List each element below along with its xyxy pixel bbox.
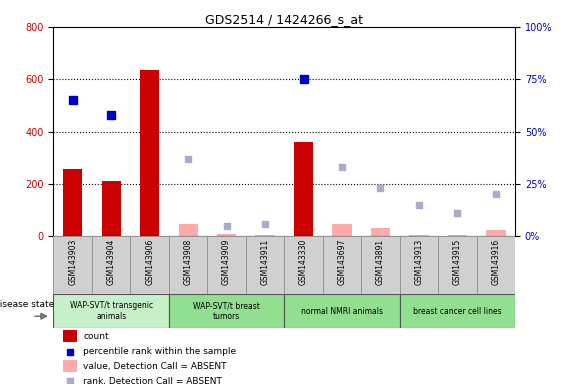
Bar bbox=[169, 294, 284, 328]
Point bbox=[453, 210, 462, 216]
Bar bbox=[361, 236, 400, 294]
Bar bbox=[256, 235, 275, 236]
Point bbox=[107, 112, 116, 118]
Bar bbox=[323, 236, 361, 294]
Bar bbox=[53, 294, 169, 328]
Bar bbox=[63, 169, 82, 236]
Point bbox=[337, 164, 346, 170]
Text: GSM143916: GSM143916 bbox=[491, 239, 501, 285]
Bar bbox=[169, 236, 207, 294]
Text: GSM143904: GSM143904 bbox=[107, 239, 115, 285]
Text: GSM143915: GSM143915 bbox=[453, 239, 462, 285]
Bar bbox=[477, 236, 515, 294]
Bar bbox=[409, 235, 428, 236]
Point bbox=[299, 76, 308, 82]
Bar bbox=[284, 236, 323, 294]
Bar bbox=[284, 294, 400, 328]
Text: GSM143903: GSM143903 bbox=[68, 239, 77, 285]
Point bbox=[65, 378, 74, 384]
Point bbox=[414, 202, 423, 208]
Bar bbox=[246, 236, 284, 294]
Text: GSM143330: GSM143330 bbox=[299, 239, 308, 285]
Point bbox=[65, 349, 74, 355]
Bar bbox=[101, 181, 121, 236]
Text: breast cancer cell lines: breast cancer cell lines bbox=[413, 306, 502, 316]
Bar bbox=[92, 236, 131, 294]
Bar bbox=[217, 234, 236, 236]
Bar bbox=[140, 70, 159, 236]
Text: percentile rank within the sample: percentile rank within the sample bbox=[83, 347, 236, 356]
Bar bbox=[400, 236, 438, 294]
Text: normal NMRI animals: normal NMRI animals bbox=[301, 306, 383, 316]
Text: GSM143906: GSM143906 bbox=[145, 239, 154, 285]
Bar bbox=[53, 236, 92, 294]
Bar bbox=[207, 236, 246, 294]
Text: disease state: disease state bbox=[0, 300, 54, 309]
Bar bbox=[371, 228, 390, 236]
Text: GSM143908: GSM143908 bbox=[184, 239, 193, 285]
Bar bbox=[438, 236, 477, 294]
Point bbox=[184, 156, 193, 162]
Text: GSM143891: GSM143891 bbox=[376, 239, 385, 285]
Text: WAP-SVT/t transgenic
animals: WAP-SVT/t transgenic animals bbox=[70, 301, 153, 321]
Bar bbox=[178, 224, 198, 236]
Text: GSM143697: GSM143697 bbox=[338, 239, 346, 285]
Bar bbox=[131, 236, 169, 294]
Point bbox=[68, 97, 77, 103]
Bar bbox=[486, 230, 506, 236]
Bar bbox=[294, 142, 313, 236]
Bar bbox=[400, 294, 515, 328]
Bar bbox=[332, 223, 352, 236]
Text: GSM143913: GSM143913 bbox=[414, 239, 423, 285]
Point bbox=[222, 223, 231, 229]
Bar bbox=[448, 235, 467, 236]
Point bbox=[261, 220, 270, 227]
Point bbox=[376, 185, 385, 191]
Bar bbox=[62, 359, 77, 372]
Text: GSM143911: GSM143911 bbox=[261, 239, 270, 285]
Point bbox=[491, 191, 501, 197]
Text: value, Detection Call = ABSENT: value, Detection Call = ABSENT bbox=[83, 362, 227, 371]
Text: rank, Detection Call = ABSENT: rank, Detection Call = ABSENT bbox=[83, 377, 222, 384]
Title: GDS2514 / 1424266_s_at: GDS2514 / 1424266_s_at bbox=[205, 13, 363, 26]
Text: WAP-SVT/t breast
tumors: WAP-SVT/t breast tumors bbox=[193, 301, 260, 321]
Bar bbox=[62, 330, 77, 342]
Text: count: count bbox=[83, 332, 109, 341]
Text: GSM143909: GSM143909 bbox=[222, 239, 231, 285]
